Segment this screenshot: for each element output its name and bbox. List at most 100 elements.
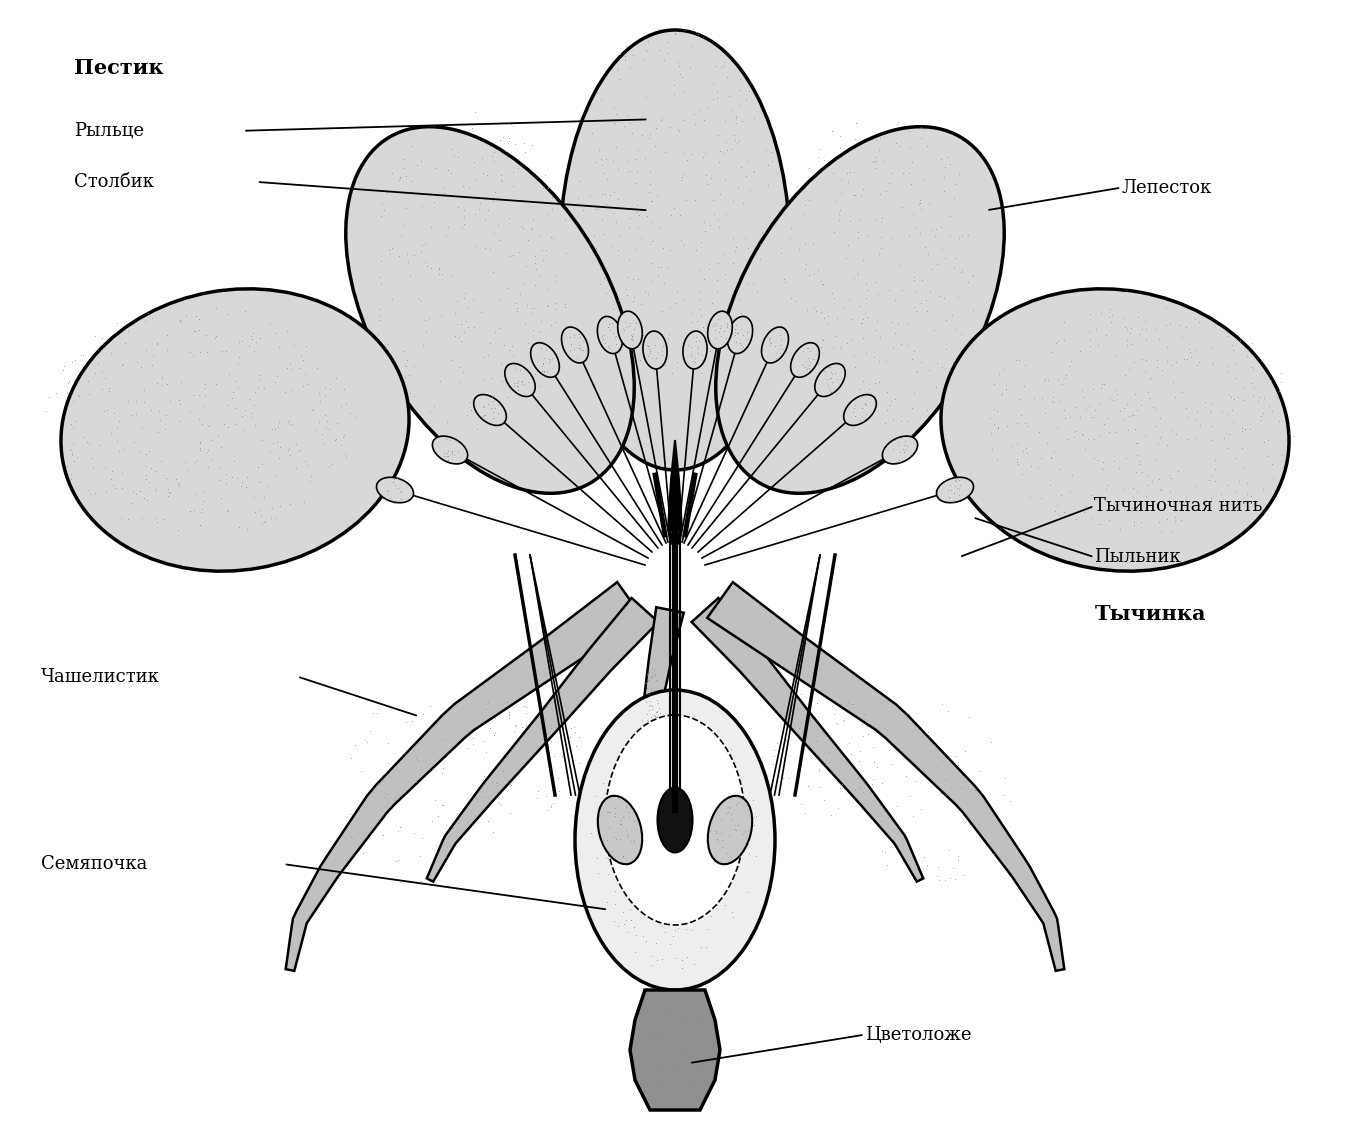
Point xyxy=(667,57,689,75)
Point xyxy=(416,740,438,758)
Point xyxy=(135,445,157,463)
Point xyxy=(597,337,619,355)
Point xyxy=(68,387,89,405)
Point xyxy=(666,354,688,372)
Point xyxy=(131,508,153,526)
Point xyxy=(493,787,515,805)
Point xyxy=(742,790,763,808)
Point xyxy=(851,399,873,417)
Point xyxy=(743,163,765,181)
Point xyxy=(808,719,830,737)
Point xyxy=(769,337,790,355)
Point xyxy=(638,340,659,358)
Point xyxy=(644,870,666,888)
Point xyxy=(653,716,674,735)
Point xyxy=(828,339,850,357)
Point xyxy=(1124,420,1146,438)
Point xyxy=(865,159,886,177)
Point xyxy=(739,181,761,199)
Point xyxy=(430,372,451,390)
Point xyxy=(617,317,639,335)
Point xyxy=(721,140,743,158)
Point xyxy=(100,423,122,441)
Point xyxy=(666,293,688,312)
Point xyxy=(921,221,943,239)
Point xyxy=(713,171,735,189)
Point xyxy=(396,351,417,370)
Point xyxy=(855,396,877,414)
Point xyxy=(1001,821,1023,839)
Point xyxy=(1200,393,1221,412)
Point xyxy=(1250,410,1271,429)
Point xyxy=(711,310,732,329)
Point xyxy=(877,383,898,401)
Point xyxy=(671,760,693,778)
Point xyxy=(1082,380,1104,398)
Point xyxy=(78,434,100,453)
Point xyxy=(719,869,740,887)
Point xyxy=(636,42,658,60)
Point xyxy=(994,758,1016,777)
Point xyxy=(1106,384,1128,402)
Point xyxy=(939,488,961,506)
Point xyxy=(954,739,975,757)
Point xyxy=(176,460,197,479)
Point xyxy=(1074,503,1096,521)
Point xyxy=(1015,356,1036,374)
Point xyxy=(557,757,578,775)
Point xyxy=(686,338,708,356)
Point xyxy=(686,1060,708,1078)
Point xyxy=(539,350,561,368)
Point xyxy=(420,218,442,236)
Point xyxy=(605,138,627,156)
Point xyxy=(611,314,632,332)
Point xyxy=(653,748,674,766)
Point xyxy=(521,775,543,794)
Point xyxy=(526,260,547,279)
Point xyxy=(227,379,249,397)
Point xyxy=(308,384,330,402)
Point xyxy=(540,229,562,247)
Point xyxy=(1179,343,1201,362)
Point xyxy=(720,805,742,823)
Point xyxy=(802,298,824,316)
Point xyxy=(146,335,168,354)
Point xyxy=(488,231,509,249)
Point xyxy=(112,440,134,458)
Point xyxy=(536,280,558,298)
Point xyxy=(617,827,639,845)
Point xyxy=(686,340,708,358)
Point xyxy=(902,271,924,289)
Point xyxy=(370,252,392,271)
Point xyxy=(981,832,1002,850)
Point xyxy=(624,150,646,168)
Point xyxy=(592,164,613,182)
Point xyxy=(715,133,736,151)
Point xyxy=(674,766,696,785)
Point xyxy=(301,400,323,418)
Point xyxy=(905,282,927,300)
Point xyxy=(423,397,444,415)
Point xyxy=(511,191,532,209)
Point xyxy=(946,479,967,497)
Point xyxy=(694,222,716,240)
Point xyxy=(902,791,924,810)
Point xyxy=(963,771,985,789)
Point xyxy=(507,781,528,799)
Point xyxy=(892,866,913,885)
Point xyxy=(141,356,162,374)
Point xyxy=(1047,418,1069,437)
Point xyxy=(1069,341,1090,359)
Point xyxy=(607,60,628,78)
Point xyxy=(1098,308,1120,326)
Point xyxy=(823,795,844,813)
Point xyxy=(866,131,888,149)
Point xyxy=(377,482,399,500)
Point xyxy=(1079,305,1101,323)
Point xyxy=(236,520,258,538)
Point xyxy=(707,825,728,844)
Point xyxy=(1001,777,1023,795)
Point xyxy=(889,442,911,460)
Point xyxy=(684,1055,705,1073)
Point xyxy=(499,132,520,150)
